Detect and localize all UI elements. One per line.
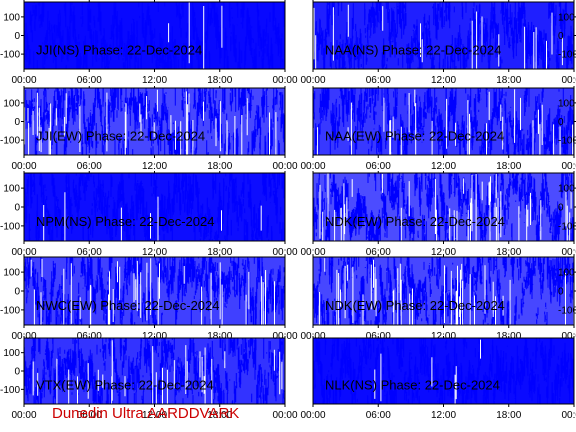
- y-tick-label: 0: [14, 117, 20, 128]
- y-tick-label: -100: [0, 221, 20, 232]
- x-tick-label: 06:00: [366, 247, 391, 258]
- x-tick-label: 18:00: [496, 75, 521, 86]
- x-tick-label: 18:00: [207, 161, 232, 172]
- x-tick-label: 12:00: [431, 247, 456, 258]
- x-tick-label: 00:00: [272, 161, 297, 172]
- x-tick-label: 18:00: [207, 410, 232, 421]
- x-tick-label: 00:00: [300, 410, 325, 421]
- y-tick-label: 100: [558, 98, 575, 109]
- x-tick-label: 00:00: [300, 75, 325, 86]
- panel-title: NDK(EW) Phase: 22-Dec-2024: [325, 298, 505, 313]
- x-tick-label: 18:00: [207, 247, 232, 258]
- x-tick-label: 00:00: [561, 410, 576, 421]
- panel-4: 00:00 06:00 12:00 18:00 00:00 100 0 -100 NAA(EW)…: [300, 86, 576, 172]
- x-tick-label: 00:00: [561, 331, 576, 342]
- x-tick-label: 00:00: [272, 247, 297, 258]
- y-tick-label: 100: [3, 184, 20, 195]
- trace-gaps: [374, 339, 481, 404]
- y-tick-label: -100: [558, 136, 576, 147]
- x-tick-label: 06:00: [77, 410, 102, 421]
- y-tick-label: 0: [14, 31, 20, 42]
- panel-2: 00:00 06:00 12:00 18:00 00:00 100 0 -100 NAA(NS)…: [300, 0, 576, 86]
- x-tick-label: 12:00: [142, 161, 167, 172]
- panel-3: 00:00 06:00 12:00 18:00 00:00 100 0 -100 JJI(EW)…: [0, 86, 298, 172]
- y-tick-label: -100: [558, 50, 576, 61]
- y-tick-label: 100: [3, 98, 20, 109]
- y-tick-label: -100: [558, 305, 576, 316]
- x-tick-label: 06:00: [366, 410, 391, 421]
- x-tick-label: 12:00: [142, 410, 167, 421]
- x-tick-label: 00:00: [11, 410, 36, 421]
- y-tick-label: 0: [558, 287, 564, 298]
- footer-label: Dunedin Ultra AARDDVARK: [52, 405, 240, 422]
- x-tick-label: 00:00: [272, 410, 297, 421]
- x-tick-label: 00:00: [561, 161, 576, 172]
- panel-6: 00:00 06:00 12:00 18:00 00:00 100 0 -100 NDK(EW)…: [300, 171, 576, 258]
- panel-title: VTX(EW) Phase: 22-Dec-2024: [36, 377, 214, 392]
- x-tick-label: 18:00: [496, 247, 521, 258]
- panel-title: NWC(EW) Phase: 22-Dec-2024: [36, 298, 220, 313]
- x-tick-label: 00:00: [272, 75, 297, 86]
- x-tick-label: 18:00: [496, 410, 521, 421]
- x-tick-label: 00:00: [561, 247, 576, 258]
- panel-10: 00:00 06:00 12:00 18:00 00:00 NLK(NS) Phase: …: [300, 336, 576, 421]
- y-tick-label: 0: [14, 367, 20, 378]
- y-tick-label: -100: [0, 50, 20, 61]
- y-tick-label: -100: [0, 136, 20, 147]
- trace-gaps: [30, 258, 275, 325]
- x-tick-label: 00:00: [300, 161, 325, 172]
- trace-gaps: [32, 340, 283, 404]
- trace-gaps: [24, 89, 277, 155]
- y-tick-label: 100: [558, 268, 575, 279]
- y-tick-label: 0: [558, 117, 564, 128]
- panel-title: NPM(NS) Phase: 22-Dec-2024: [36, 214, 214, 229]
- panel-9: 00:00 06:00 12:00 18:00 00:00 100 0 -100 VTX(EW)…: [0, 336, 298, 421]
- x-tick-label: 18:00: [207, 75, 232, 86]
- x-tick-label: 12:00: [431, 410, 456, 421]
- y-tick-label: 100: [3, 268, 20, 279]
- trace-gaps: [43, 192, 262, 241]
- x-tick-label: 06:00: [366, 75, 391, 86]
- panel-title: JJI(NS) Phase: 22-Dec-2024: [36, 42, 202, 57]
- y-tick-label: 100: [3, 348, 20, 359]
- x-tick-label: 12:00: [142, 75, 167, 86]
- panel-8: 00:0006:0012:0018:0000:001000-100NDK(EW)…: [300, 255, 576, 342]
- y-tick-label: 100: [3, 12, 20, 23]
- x-tick-label: 06:00: [77, 75, 102, 86]
- y-tick-label: -100: [0, 385, 20, 396]
- x-tick-label: 00:00: [11, 161, 36, 172]
- panel-title: NLK(NS) Phase: 22-Dec-2024: [325, 377, 500, 392]
- panel-title: NDK(EW) Phase: 22-Dec-2024: [325, 214, 505, 229]
- x-tick-label: 00:00: [561, 75, 576, 86]
- y-tick-label: 0: [558, 203, 564, 214]
- y-tick-label: 0: [14, 203, 20, 214]
- y-tick-label: 0: [14, 287, 20, 298]
- x-tick-label: 06:00: [77, 247, 102, 258]
- trace-gaps: [313, 4, 563, 69]
- y-tick-label: 100: [558, 12, 575, 23]
- y-tick-label: -100: [0, 305, 20, 316]
- x-tick-label: 00:00: [11, 247, 36, 258]
- x-tick-label: 12:00: [142, 247, 167, 258]
- trace-gaps: [319, 173, 572, 241]
- panel-title: NAA(EW) Phase: 22-Dec-2024: [325, 128, 504, 143]
- panel-5: 00:00 06:00 12:00 18:00 00:00 100 0 -100 NPM(NS)…: [0, 171, 298, 258]
- y-tick-label: 100: [558, 184, 575, 195]
- panel-title: NAA(NS) Phase: 22-Dec-2024: [325, 42, 501, 57]
- x-tick-label: 18:00: [496, 161, 521, 172]
- x-tick-label: 12:00: [431, 161, 456, 172]
- trace-gaps: [168, 2, 223, 69]
- panel-1: 00:00 06:00 12:00 18:00 00:00 100 0 -100 JJI(NS)…: [0, 0, 298, 86]
- y-tick-label: -100: [558, 221, 576, 232]
- x-tick-label: 00:00: [11, 75, 36, 86]
- x-tick-label: 00:00: [300, 247, 325, 258]
- x-tick-label: 06:00: [77, 161, 102, 172]
- y-tick-label: 0: [558, 31, 564, 42]
- x-tick-label: 12:00: [431, 75, 456, 86]
- panel-title: JJI(EW) Phase: 22-Dec-2024: [36, 128, 205, 143]
- x-tick-label: 06:00: [366, 161, 391, 172]
